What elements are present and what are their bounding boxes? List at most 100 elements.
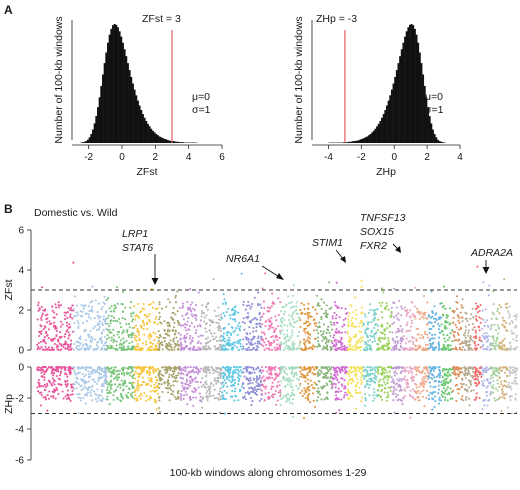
zhp-point [89,394,92,397]
zhp-point [175,398,178,401]
zfst-point [386,322,389,325]
zhp-point [100,376,103,379]
zfst-point [186,332,189,335]
zhp-point [180,389,183,393]
h2-bar [412,25,415,143]
zfst-point [44,342,48,345]
zhp-point [251,400,254,403]
zfst-point [291,332,294,335]
zhp-point [465,383,468,387]
zhp-point [459,371,462,374]
zfst-point [119,322,122,325]
zfst-point [361,311,364,314]
zhp-point [349,394,352,397]
zfst-point [235,346,238,349]
h1-bar [132,83,134,143]
zhp-point [130,381,133,384]
zfst-point [515,336,518,339]
zhp-point [260,376,263,379]
zhp-point [393,387,396,390]
zfst-point [257,322,260,325]
zfst-point [198,347,202,350]
zfst-point [172,311,175,314]
zhp-point [209,390,212,393]
zfst-point [444,307,447,310]
zhp-point [149,366,152,370]
zfst-point [40,332,43,335]
zhp-point [266,370,269,373]
zhp-point [68,398,71,401]
zhp-point [175,376,178,379]
zfst-point [451,329,454,332]
zfst-point [110,347,113,350]
zhp-point [482,399,485,402]
zhp-point [279,389,282,392]
zhp-point [513,366,516,369]
zfst-point [236,324,239,327]
zhp-point [161,366,164,369]
zhp-point [445,388,448,391]
zfst-point [440,323,443,326]
zhp-point [452,366,455,369]
zfst-point [137,333,140,336]
zfst-point [350,304,353,307]
zhp-point [149,390,152,393]
zhp-point [354,389,357,392]
h2-tick-label: -2 [357,152,366,163]
zfst-point [509,345,512,348]
zfst-point [288,318,291,322]
zhp-point [123,372,126,375]
zfst-point [348,341,351,344]
zfst-point [180,348,183,351]
zhp-point [277,381,280,384]
zfst-point [407,340,410,343]
zfst-point [483,348,486,351]
zhp-point [171,393,174,396]
zfst-point [146,348,149,351]
zfst-point [276,346,279,349]
zhp-point [272,396,275,399]
zfst-point [340,338,343,341]
zfst-point [248,348,252,351]
zhp-point [441,390,444,393]
zhp-point [279,393,282,396]
zfst-point [475,335,478,338]
zfst-point [314,308,317,311]
h2-bar [438,140,441,143]
zfst-point [169,343,172,346]
zhp-point [308,370,311,373]
zfst-point [189,341,192,344]
zfst-point [293,310,296,313]
zhp-point [252,389,255,392]
zfst-point [245,304,249,307]
zhp-point [252,391,255,394]
zhp-point [105,380,108,384]
zhp-point [98,368,101,371]
zhp-point [217,398,221,401]
zfst-point [290,316,293,319]
zfst-point [377,343,380,346]
zhp-point [73,369,76,372]
zfst-point [273,339,276,342]
zfst-point [224,302,227,305]
zfst-point [271,348,274,351]
zhp-point [506,406,509,409]
zhp-point [138,395,141,398]
h1-bar [137,100,139,143]
zhp-point [159,377,162,380]
zhp-point [110,366,113,369]
zhp-point [393,371,396,374]
zfst-point [482,343,485,346]
zfst-point [50,348,53,352]
zfst-point [134,324,138,327]
zhp-point [366,382,369,385]
zhp-point [332,382,335,385]
zfst-point [441,306,444,309]
h1-bar [165,139,168,143]
zfst-point [105,338,108,341]
zfst-point [490,317,493,320]
zhp-point [300,375,303,379]
zfst-point [147,315,150,318]
zfst-point [304,327,307,330]
zhp-point [486,404,489,407]
